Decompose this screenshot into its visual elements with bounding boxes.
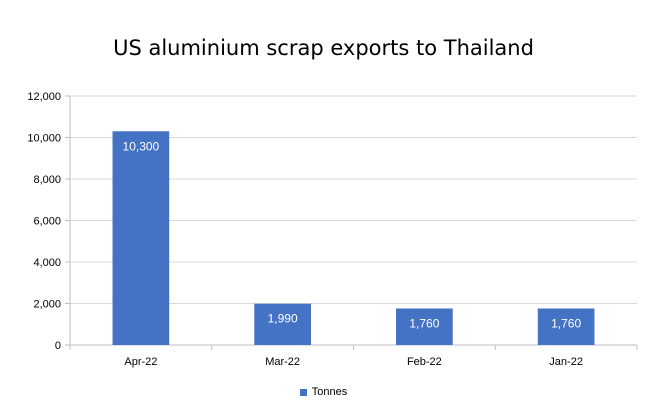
y-tick-label: 6,000 xyxy=(33,216,61,228)
legend: Tonnes xyxy=(0,386,647,398)
bar xyxy=(112,131,170,345)
bar xyxy=(396,308,453,345)
legend-label: Tonnes xyxy=(311,386,348,399)
bar xyxy=(254,303,311,345)
data-label: 1,760 xyxy=(409,316,439,330)
y-tick-label: 0 xyxy=(55,340,61,352)
y-tick-label: 10,000 xyxy=(27,133,61,145)
y-tick-label: 12,000 xyxy=(27,91,61,103)
bar xyxy=(537,308,595,345)
x-tick-label: Jan-22 xyxy=(549,356,583,368)
y-tick-label: 8,000 xyxy=(33,174,61,186)
x-tick-label: Mar-22 xyxy=(265,356,300,368)
data-label: 10,300 xyxy=(123,139,160,153)
x-tick-label: Apr-22 xyxy=(124,356,157,368)
data-label: 1,760 xyxy=(551,316,581,330)
data-label: 1,990 xyxy=(268,312,298,326)
y-tick-label: 2,000 xyxy=(33,299,61,311)
y-tick-label: 4,000 xyxy=(33,257,61,269)
x-tick-label: Feb-22 xyxy=(407,356,442,368)
chart-title: US aluminium scrap exports to Thailand xyxy=(113,36,534,60)
legend-swatch xyxy=(299,388,307,396)
